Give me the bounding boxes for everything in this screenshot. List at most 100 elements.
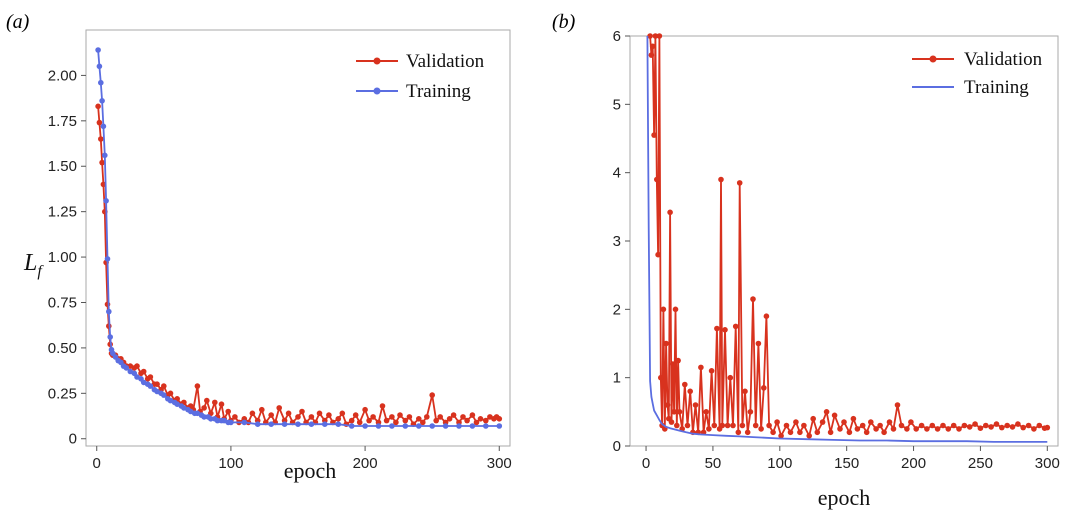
data-point-training	[389, 423, 395, 429]
data-point-validation	[194, 383, 201, 389]
y-tick-label: 3	[613, 233, 621, 250]
data-point-validation	[383, 417, 390, 424]
data-point-training	[106, 308, 112, 315]
data-point-training	[335, 421, 342, 428]
data-point-validation	[649, 43, 656, 50]
data-point-validation	[736, 180, 743, 186]
x-tick-label: 200	[353, 455, 378, 472]
panel-label-a: (a)	[6, 11, 30, 33]
x-tick-label: 300	[487, 455, 512, 472]
data-point-validation	[742, 388, 748, 395]
data-point-validation	[393, 419, 399, 426]
data-point-validation	[684, 422, 691, 429]
data-point-validation	[285, 410, 292, 417]
data-point-validation	[877, 422, 883, 429]
data-point-training	[100, 123, 107, 130]
data-point-validation	[316, 410, 323, 417]
data-point-validation	[667, 209, 673, 216]
data-point-training	[208, 416, 214, 422]
data-point-validation	[652, 33, 659, 39]
data-point-training	[96, 63, 103, 70]
data-point-validation	[945, 426, 952, 432]
data-point-validation	[732, 323, 739, 330]
x-ticks-a: 0 100 200 300	[93, 446, 512, 472]
data-point-training	[496, 423, 503, 429]
data-point-validation	[719, 422, 726, 429]
data-point-validation	[724, 422, 731, 429]
data-point-training	[429, 423, 436, 429]
data-point-validation	[797, 429, 803, 436]
data-point-validation	[934, 426, 941, 432]
data-point-validation	[660, 306, 667, 313]
data-point-validation	[167, 390, 174, 397]
data-point-training	[98, 79, 104, 86]
x-tick-label: 200	[901, 455, 926, 472]
data-point-validation	[682, 381, 688, 388]
data-point-validation	[793, 419, 799, 425]
data-point-validation	[837, 426, 843, 432]
x-tick-label: 0	[93, 455, 101, 472]
data-point-validation	[846, 429, 853, 436]
data-point-training	[416, 423, 422, 429]
data-point-validation	[714, 325, 720, 332]
data-point-validation	[977, 425, 984, 432]
y-tick-label: 2	[613, 301, 621, 318]
data-point-validation	[750, 296, 756, 302]
data-point-validation	[774, 419, 780, 425]
legend-label-validation-b: Validation	[964, 49, 1043, 70]
data-point-validation	[770, 429, 776, 436]
data-point-validation	[352, 412, 359, 418]
data-point-validation	[496, 416, 503, 422]
legend-marker-training-a	[373, 87, 381, 95]
data-point-validation	[783, 422, 790, 429]
data-point-validation	[356, 419, 363, 426]
legend-label-training-a: Training	[406, 81, 471, 102]
data-point-validation	[647, 33, 653, 39]
data-point-validation	[674, 422, 680, 429]
series-line-training	[97, 49, 500, 427]
data-point-training	[456, 423, 462, 429]
data-point-training	[102, 152, 108, 159]
data-point-validation	[819, 419, 826, 425]
data-point-validation	[801, 422, 807, 429]
data-point-validation	[859, 422, 866, 429]
data-point-validation	[722, 327, 728, 333]
data-point-validation	[469, 412, 476, 418]
data-point-validation	[730, 422, 736, 429]
y-tick-label: 1.50	[48, 158, 77, 175]
data-point-validation	[672, 306, 679, 313]
data-point-training	[362, 423, 368, 429]
data-point-validation	[99, 159, 105, 166]
y-tick-label: 1	[613, 370, 621, 387]
data-point-validation	[929, 422, 936, 429]
data-point-validation	[675, 357, 681, 364]
data-point-validation	[161, 383, 167, 389]
data-point-validation	[708, 368, 715, 374]
data-point-validation	[766, 422, 772, 429]
data-point-validation	[950, 422, 957, 429]
data-point-validation	[814, 429, 821, 436]
data-point-validation	[668, 419, 675, 425]
data-point-validation	[218, 401, 225, 408]
data-point-validation	[735, 429, 742, 436]
legend-marker-validation-a	[373, 57, 381, 65]
y-tick-label: 5	[613, 96, 621, 113]
data-point-validation	[988, 424, 994, 430]
data-point-validation	[806, 433, 812, 439]
data-point-validation	[999, 424, 1005, 431]
data-point-training	[104, 256, 111, 262]
y-tick-label: 0.75	[48, 294, 77, 311]
data-point-validation	[362, 406, 368, 413]
data-point-validation	[904, 426, 910, 432]
data-point-training	[469, 423, 476, 429]
data-point-validation	[389, 414, 395, 420]
data-point-validation	[370, 414, 376, 420]
data-point-training	[442, 423, 449, 429]
data-point-training	[147, 383, 154, 389]
chart-b: (b) 0 1 2 3 4 5 6 0 50 100 150 200 250 300 epoch Val…	[552, 11, 1060, 510]
y-tick-label: 0	[69, 431, 77, 448]
data-point-validation	[908, 419, 914, 425]
data-point-validation	[727, 374, 734, 381]
data-point-validation	[420, 419, 426, 426]
